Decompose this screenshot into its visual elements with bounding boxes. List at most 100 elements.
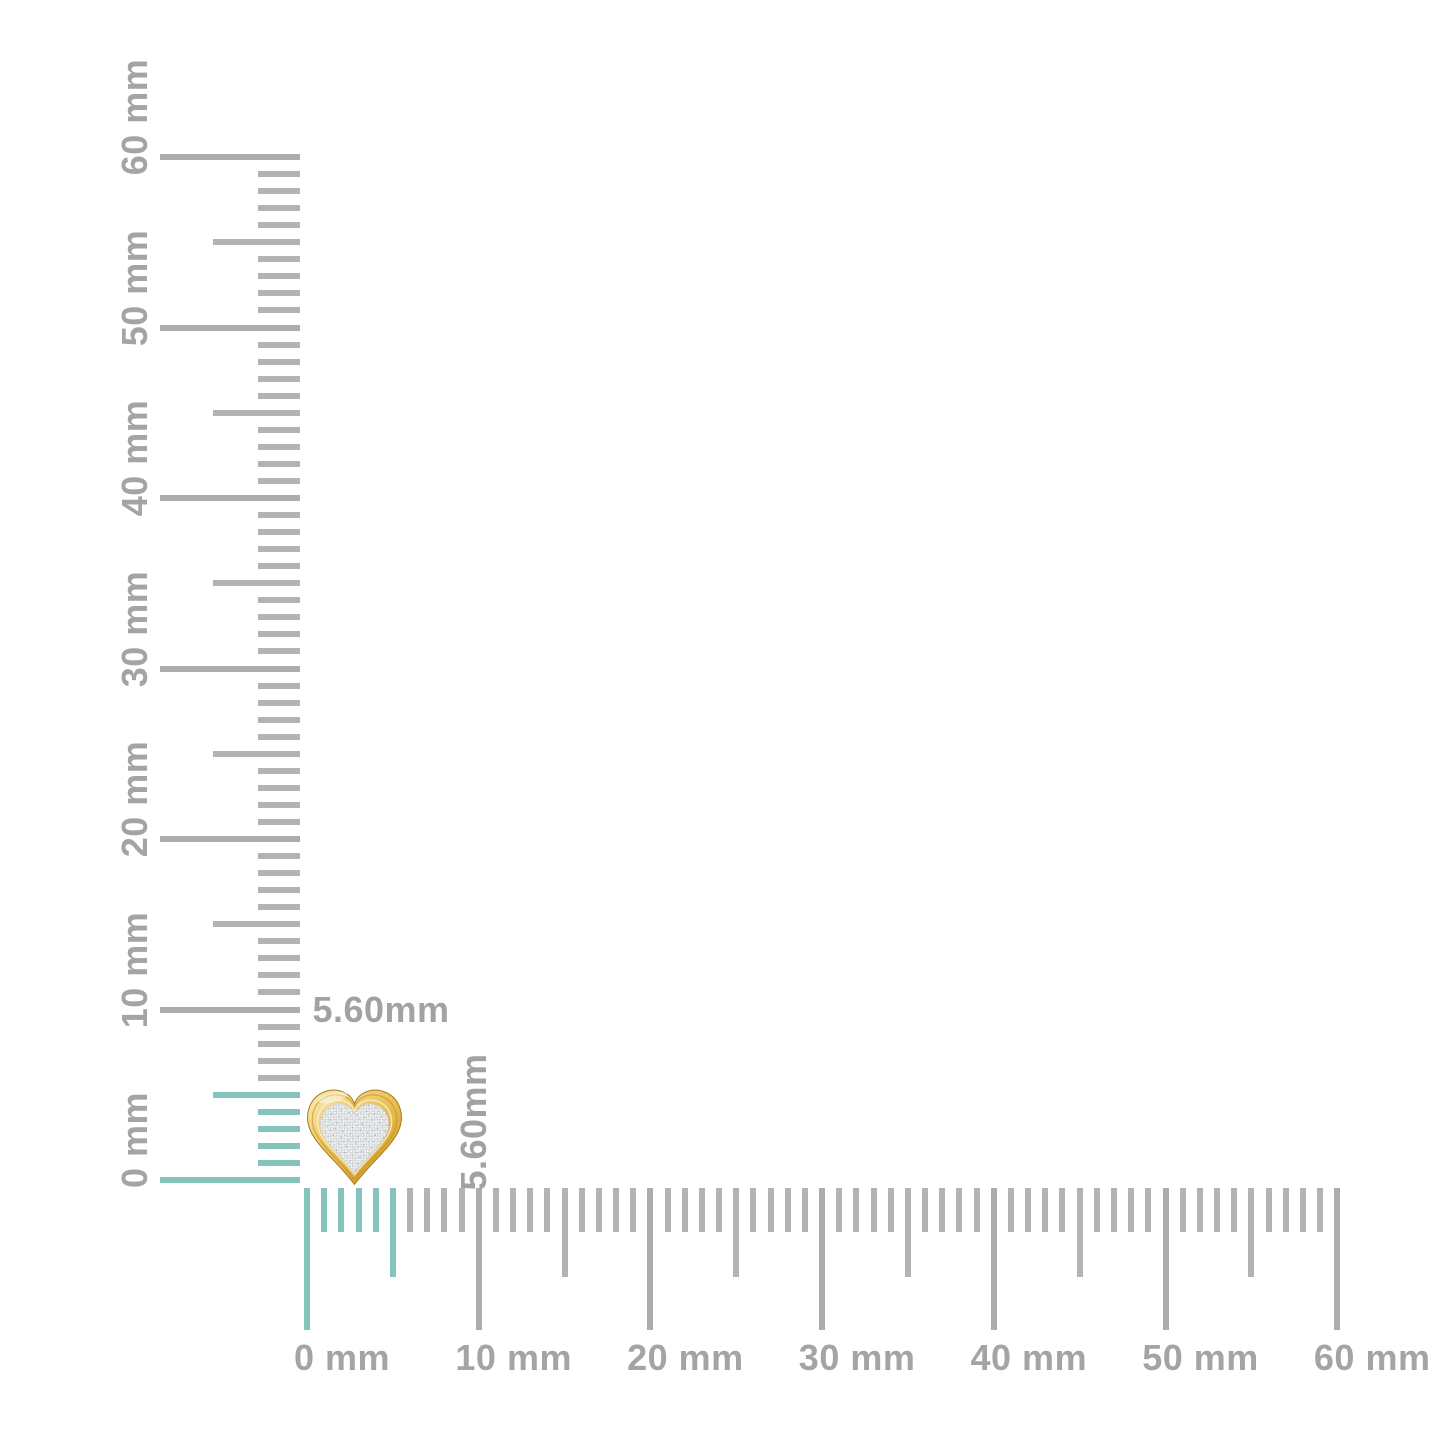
v-ruler-tick-31mm <box>258 648 300 655</box>
h-ruler-tick-39mm <box>973 1188 980 1232</box>
v-ruler-tick-45mm <box>213 409 300 416</box>
h-ruler-tick-29mm <box>801 1188 808 1232</box>
v-ruler-tick-20mm <box>160 836 300 842</box>
h-ruler-tick-58mm <box>1299 1188 1306 1232</box>
h-ruler-tick-20mm <box>647 1188 654 1330</box>
h-ruler-tick-59mm <box>1317 1188 1324 1232</box>
v-ruler-tick-5mm-highlight <box>213 1091 300 1098</box>
v-ruler-tick-9mm <box>258 1023 300 1030</box>
v-ruler-tick-18mm <box>258 870 300 877</box>
h-ruler-tick-49mm <box>1145 1188 1152 1232</box>
v-ruler-tick-58mm <box>258 188 300 195</box>
h-ruler-tick-43mm <box>1042 1188 1049 1232</box>
h-ruler-tick-57mm <box>1282 1188 1289 1232</box>
v-ruler-tick-14mm <box>258 938 300 945</box>
v-ruler-label-60mm: 60 mm <box>114 58 155 176</box>
h-ruler-tick-8mm <box>441 1188 448 1232</box>
h-ruler-tick-3mm-highlight <box>355 1188 362 1232</box>
v-ruler-tick-46mm <box>258 392 300 399</box>
h-ruler-tick-51mm <box>1179 1188 1186 1232</box>
v-ruler-tick-49mm <box>258 341 300 348</box>
h-ruler-tick-45mm <box>1076 1188 1083 1277</box>
h-ruler-tick-6mm <box>407 1188 414 1232</box>
h-ruler-label-60mm: 60 mm <box>1313 1337 1431 1378</box>
h-ruler-tick-31mm <box>836 1188 843 1232</box>
v-ruler-tick-38mm <box>258 529 300 536</box>
h-ruler-tick-33mm <box>870 1188 877 1232</box>
h-ruler-tick-41mm <box>1007 1188 1014 1232</box>
v-ruler-tick-27mm <box>258 716 300 723</box>
h-ruler-tick-12mm <box>510 1188 517 1232</box>
v-ruler-tick-16mm <box>258 904 300 911</box>
v-ruler-tick-17mm <box>258 887 300 894</box>
h-ruler-tick-37mm <box>939 1188 946 1232</box>
h-ruler-tick-32mm <box>853 1188 860 1232</box>
h-ruler-tick-30mm <box>819 1188 826 1330</box>
h-ruler-tick-17mm <box>595 1188 602 1232</box>
h-ruler-tick-42mm <box>1025 1188 1032 1232</box>
v-ruler-tick-12mm <box>258 972 300 979</box>
v-ruler-tick-32mm <box>258 631 300 638</box>
v-ruler-tick-24mm <box>258 767 300 774</box>
v-ruler-tick-19mm <box>258 853 300 860</box>
v-ruler-tick-40mm <box>160 495 300 501</box>
v-ruler-tick-21mm <box>258 818 300 825</box>
v-ruler-tick-54mm <box>258 256 300 263</box>
v-ruler-tick-44mm <box>258 426 300 433</box>
v-ruler-tick-26mm <box>258 733 300 740</box>
h-ruler-tick-34mm <box>887 1188 894 1232</box>
h-ruler-tick-22mm <box>681 1188 688 1232</box>
h-ruler-tick-24mm <box>716 1188 723 1232</box>
h-ruler-tick-9mm <box>458 1188 465 1232</box>
v-ruler-tick-10mm <box>160 1006 300 1013</box>
height-measurement-label: 5.60mm <box>453 1053 494 1191</box>
h-ruler-tick-27mm <box>767 1188 774 1232</box>
v-ruler-tick-53mm <box>258 273 300 280</box>
h-ruler-tick-55mm <box>1248 1188 1255 1277</box>
v-ruler-tick-41mm <box>258 477 300 484</box>
heart-pave-speckle <box>320 1104 389 1173</box>
h-ruler-tick-25mm <box>733 1188 740 1277</box>
v-ruler-tick-11mm <box>258 989 300 996</box>
v-ruler-label-20mm: 20 mm <box>114 740 155 858</box>
v-ruler-tick-55mm <box>213 239 300 246</box>
h-ruler-tick-38mm <box>956 1188 963 1232</box>
v-ruler-tick-39mm <box>258 512 300 519</box>
h-ruler-tick-47mm <box>1110 1188 1117 1232</box>
h-ruler-tick-56mm <box>1265 1188 1272 1232</box>
h-ruler-tick-26mm <box>750 1188 757 1232</box>
v-ruler-tick-28mm <box>258 699 300 706</box>
v-ruler-tick-57mm <box>258 205 300 212</box>
h-ruler-tick-0mm-highlight <box>304 1188 310 1330</box>
v-ruler-label-30mm: 30 mm <box>114 570 155 687</box>
width-measurement-label: 5.60mm <box>312 989 450 1030</box>
h-ruler-tick-44mm <box>1059 1188 1066 1232</box>
v-ruler-tick-34mm <box>258 597 300 604</box>
h-ruler-tick-40mm <box>990 1188 997 1330</box>
h-ruler-tick-35mm <box>904 1188 911 1277</box>
v-ruler-label-10mm: 10 mm <box>114 911 155 1028</box>
v-ruler-tick-8mm <box>258 1040 300 1047</box>
h-ruler-tick-52mm <box>1196 1188 1203 1232</box>
v-ruler-tick-3mm-highlight <box>258 1125 300 1132</box>
v-ruler-tick-6mm <box>258 1074 300 1081</box>
h-ruler-tick-54mm <box>1231 1188 1238 1232</box>
v-ruler-label-0mm: 0 mm <box>114 1091 155 1189</box>
v-ruler-tick-50mm <box>160 324 300 331</box>
h-ruler-tick-7mm <box>424 1188 431 1232</box>
heart-glare <box>318 1091 348 1104</box>
v-ruler-tick-15mm <box>213 921 300 928</box>
v-ruler-tick-13mm <box>258 955 300 962</box>
v-ruler-tick-56mm <box>258 222 300 229</box>
v-ruler-tick-48mm <box>258 358 300 365</box>
h-ruler-label-10mm: 10 mm <box>455 1337 572 1378</box>
v-ruler-tick-47mm <box>258 375 300 382</box>
h-ruler-tick-60mm <box>1334 1188 1341 1330</box>
h-ruler-label-50mm: 50 mm <box>1142 1337 1259 1378</box>
heart-bezel-highlight <box>316 1099 393 1177</box>
v-ruler-tick-4mm-highlight <box>258 1108 300 1115</box>
h-ruler-tick-13mm <box>527 1188 534 1232</box>
h-ruler-label-30mm: 30 mm <box>798 1337 916 1378</box>
v-ruler-tick-37mm <box>258 546 300 553</box>
